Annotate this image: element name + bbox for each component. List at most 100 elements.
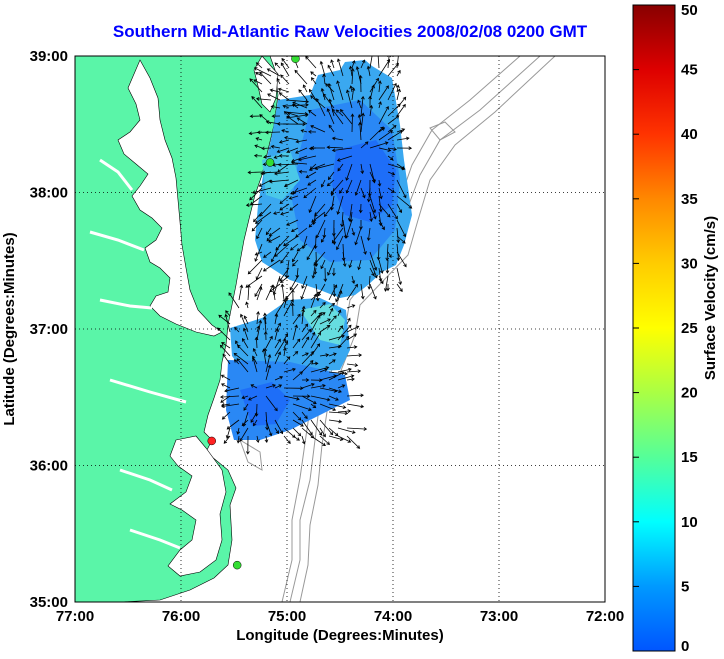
velocity-arrow	[236, 358, 249, 373]
velocity-arrow	[360, 235, 367, 255]
velocity-arrow	[292, 411, 302, 421]
velocity-arrow	[387, 82, 397, 101]
velocity-arrow	[277, 87, 290, 93]
velocity-arrow	[268, 227, 281, 237]
velocity-arrow	[218, 314, 231, 325]
velocity-arrow	[265, 364, 272, 381]
velocity-arrow	[274, 384, 283, 389]
plot-frame	[74, 55, 606, 603]
velocity-arrow	[225, 310, 231, 317]
velocity-arrow	[245, 301, 249, 309]
velocity-arrow	[286, 219, 299, 226]
velocity-arrow	[310, 125, 326, 133]
velocity-arrow	[396, 84, 400, 93]
station-marker	[291, 56, 300, 63]
velocity-arrow	[217, 327, 231, 341]
velocity-arrow	[295, 139, 308, 144]
velocity-arrow	[292, 324, 298, 341]
velocity-arrow	[315, 219, 326, 239]
colorbar-tick-label: 35	[681, 191, 698, 208]
velocity-arrow	[221, 403, 240, 409]
velocity-arrow	[303, 187, 317, 199]
velocity-arrow	[292, 259, 299, 267]
velocity-arrow	[319, 368, 328, 373]
colorbar-tick-label: 25	[681, 320, 698, 337]
velocity-arrow	[256, 286, 263, 301]
velocity-arrow	[245, 435, 250, 455]
y-tick-label: 38:00	[30, 185, 68, 202]
velocity-arrow	[387, 124, 397, 133]
velocity-arrow	[236, 435, 241, 444]
x-tick-label: 76:00	[162, 608, 200, 625]
velocity-arrow	[387, 115, 400, 125]
velocity-arrow	[280, 62, 290, 77]
velocity-arrow	[396, 243, 401, 262]
velocity-arrow	[331, 136, 344, 141]
velocity-arrow	[386, 284, 390, 292]
velocity-arrow	[247, 395, 258, 401]
velocity-arrow	[274, 243, 290, 257]
velocity-arrow	[266, 68, 281, 77]
velocity-arrow	[331, 108, 344, 125]
velocity-arrow	[346, 427, 368, 431]
velocity-arrow	[309, 88, 317, 101]
velocity-arrow	[396, 163, 406, 170]
velocity-arrow	[346, 377, 355, 382]
velocity-arrow	[279, 275, 290, 283]
velocity-arrow	[357, 259, 362, 271]
velocity-arrow	[346, 317, 351, 325]
station-marker	[265, 158, 275, 167]
velocity-arrow	[241, 419, 249, 427]
velocity-arrow	[319, 403, 337, 411]
velocity-arrow	[256, 227, 263, 240]
velocity-arrow	[308, 129, 317, 134]
velocity-arrow	[294, 69, 308, 85]
x-axis-label: Longitude (Degrees:Minutes)	[236, 627, 444, 644]
velocity-arrow	[369, 203, 377, 220]
velocity-arrow	[328, 352, 337, 357]
velocity-arrow	[328, 427, 339, 437]
velocity-arrow	[256, 435, 260, 444]
velocity-arrow	[251, 219, 263, 232]
velocity-arrow	[301, 395, 317, 405]
velocity-arrow	[319, 435, 330, 446]
velocity-arrow	[320, 259, 326, 270]
velocity-arrow	[254, 336, 259, 349]
velocity-arrow	[224, 313, 231, 333]
velocity-arrow	[274, 298, 286, 317]
velocity-arrow	[274, 328, 280, 341]
velocity-arrow	[266, 235, 272, 242]
velocity-arrow	[280, 211, 290, 216]
velocity-arrow	[239, 427, 249, 442]
velocity-arrow	[290, 289, 295, 301]
velocity-arrow	[396, 267, 402, 286]
velocity-arrow	[290, 227, 299, 232]
velocity-arrow	[259, 71, 272, 85]
velocity-arrow	[337, 309, 342, 317]
y-tick-label: 37:00	[30, 321, 68, 338]
velocity-arrow	[310, 361, 319, 366]
velocity-arrow	[360, 187, 366, 199]
velocity-arrow	[219, 344, 231, 357]
velocity-arrow	[326, 179, 335, 187]
velocity-arrow	[328, 315, 337, 325]
velocity-arrow	[274, 351, 282, 365]
velocity-arrow	[305, 171, 317, 179]
velocity-arrow	[328, 307, 334, 317]
velocity-arrow	[278, 153, 290, 158]
velocity-arrow	[274, 338, 281, 349]
velocity-arrow	[336, 80, 344, 101]
velocity-arrow	[283, 235, 299, 247]
velocity-arrow	[301, 305, 306, 325]
velocity-arrow	[292, 427, 302, 437]
velocity-arrow	[226, 419, 240, 430]
velocity-arrow	[337, 367, 352, 373]
velocity-arrow	[302, 378, 310, 382]
velocity-arrow	[328, 371, 345, 381]
velocity-arrow	[308, 109, 317, 117]
velocity-arrow	[319, 427, 326, 438]
velocity-arrow	[347, 203, 353, 222]
velocity-arrow	[296, 243, 308, 252]
velocity-arrow	[328, 395, 339, 401]
